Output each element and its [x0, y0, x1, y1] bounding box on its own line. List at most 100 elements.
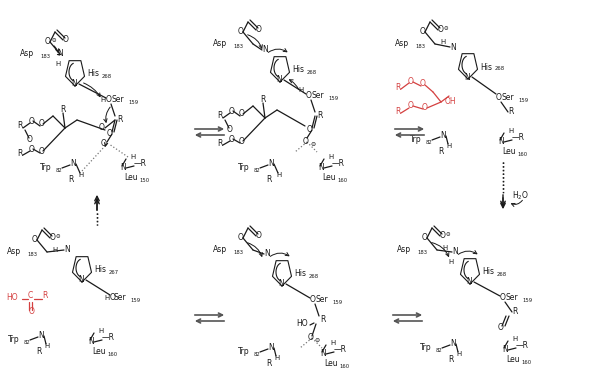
- Text: O: O: [29, 116, 35, 126]
- Text: 160: 160: [517, 152, 527, 156]
- Text: O: O: [496, 93, 502, 103]
- Text: C: C: [28, 291, 33, 300]
- Text: H: H: [274, 355, 279, 361]
- Text: O: O: [229, 106, 235, 115]
- Text: R: R: [266, 176, 271, 184]
- Text: 160: 160: [107, 351, 117, 357]
- Text: —R: —R: [102, 334, 115, 342]
- Text: O: O: [238, 28, 244, 37]
- Text: Trp: Trp: [40, 164, 52, 173]
- Text: O: O: [99, 124, 105, 132]
- Text: 268: 268: [497, 271, 507, 276]
- Text: 159: 159: [130, 297, 140, 302]
- Text: —R: —R: [516, 342, 529, 351]
- Text: 82: 82: [254, 351, 261, 357]
- Text: Ser: Ser: [114, 294, 127, 302]
- Text: Asp: Asp: [397, 245, 411, 254]
- Text: N: N: [88, 337, 94, 346]
- Text: R: R: [217, 112, 223, 121]
- Text: N: N: [262, 46, 268, 55]
- Text: H: H: [330, 340, 335, 346]
- Text: O: O: [101, 139, 107, 149]
- Text: O: O: [422, 103, 428, 112]
- Text: N: N: [268, 342, 274, 351]
- Text: O: O: [45, 37, 51, 46]
- Text: O: O: [27, 135, 33, 144]
- Text: H: H: [100, 97, 105, 103]
- Text: R: R: [68, 176, 73, 184]
- Text: N: N: [502, 345, 508, 354]
- Text: Asp: Asp: [20, 49, 34, 58]
- Text: H: H: [276, 172, 281, 178]
- Text: O: O: [498, 323, 504, 333]
- Text: O: O: [408, 77, 414, 86]
- Text: N: N: [498, 138, 504, 147]
- Text: H: H: [442, 245, 447, 251]
- Text: O: O: [63, 35, 69, 44]
- Text: His: His: [482, 268, 494, 276]
- Text: Ser: Ser: [316, 296, 329, 305]
- Text: H: H: [456, 351, 461, 357]
- Text: O: O: [50, 233, 56, 242]
- Text: O: O: [422, 233, 428, 242]
- Text: H: H: [446, 143, 451, 149]
- Text: Asp: Asp: [395, 40, 409, 49]
- Text: H: H: [98, 328, 103, 334]
- Text: 268: 268: [102, 74, 112, 78]
- Text: O: O: [310, 296, 316, 305]
- Text: 159: 159: [128, 100, 138, 104]
- Text: 160: 160: [521, 360, 531, 365]
- Text: H: H: [298, 87, 303, 93]
- Text: Ser: Ser: [312, 92, 325, 101]
- Text: O: O: [420, 80, 426, 89]
- Text: R: R: [438, 147, 443, 156]
- Text: —R: —R: [332, 159, 345, 169]
- Text: H$_2$O: H$_2$O: [512, 190, 529, 202]
- Text: 183: 183: [417, 250, 427, 254]
- Text: N: N: [70, 158, 76, 167]
- Text: 160: 160: [339, 363, 349, 368]
- Text: O: O: [106, 95, 112, 104]
- Text: N: N: [276, 75, 282, 84]
- Text: O: O: [256, 231, 262, 241]
- Text: 268: 268: [309, 273, 319, 279]
- Text: 150: 150: [139, 178, 149, 182]
- Text: Trp: Trp: [410, 135, 422, 144]
- Text: R: R: [508, 107, 514, 116]
- Text: His: His: [94, 265, 106, 274]
- Text: R: R: [395, 83, 400, 92]
- Text: N: N: [278, 279, 284, 288]
- Text: ⊖: ⊖: [56, 233, 61, 239]
- Text: 82: 82: [426, 139, 433, 144]
- Text: H: H: [78, 172, 83, 178]
- Text: 159: 159: [332, 299, 342, 305]
- Text: O: O: [238, 233, 244, 242]
- Text: H: H: [130, 154, 135, 160]
- Text: N: N: [264, 250, 270, 259]
- Text: 267: 267: [109, 270, 119, 274]
- Text: N: N: [71, 80, 77, 89]
- Text: R: R: [36, 348, 41, 357]
- Text: O: O: [438, 26, 444, 35]
- Text: N: N: [78, 276, 84, 285]
- Text: R: R: [448, 356, 454, 365]
- Text: 159: 159: [522, 297, 532, 302]
- Text: Asp: Asp: [213, 40, 227, 49]
- Text: Leu: Leu: [322, 173, 335, 182]
- Text: N: N: [120, 164, 126, 173]
- Text: N: N: [450, 43, 456, 52]
- Text: O: O: [227, 126, 233, 135]
- Text: O: O: [229, 135, 235, 144]
- Text: O: O: [500, 294, 506, 302]
- Text: ⊖: ⊖: [446, 231, 451, 236]
- Text: Trp: Trp: [8, 336, 20, 345]
- Text: 183: 183: [233, 250, 243, 254]
- Text: H: H: [508, 128, 513, 134]
- Text: N: N: [450, 339, 456, 348]
- Text: Asp: Asp: [7, 247, 21, 256]
- Text: R: R: [512, 308, 517, 317]
- Text: His: His: [480, 63, 492, 72]
- Text: N: N: [452, 247, 458, 256]
- Text: O: O: [239, 136, 245, 146]
- Text: Trp: Trp: [238, 164, 250, 173]
